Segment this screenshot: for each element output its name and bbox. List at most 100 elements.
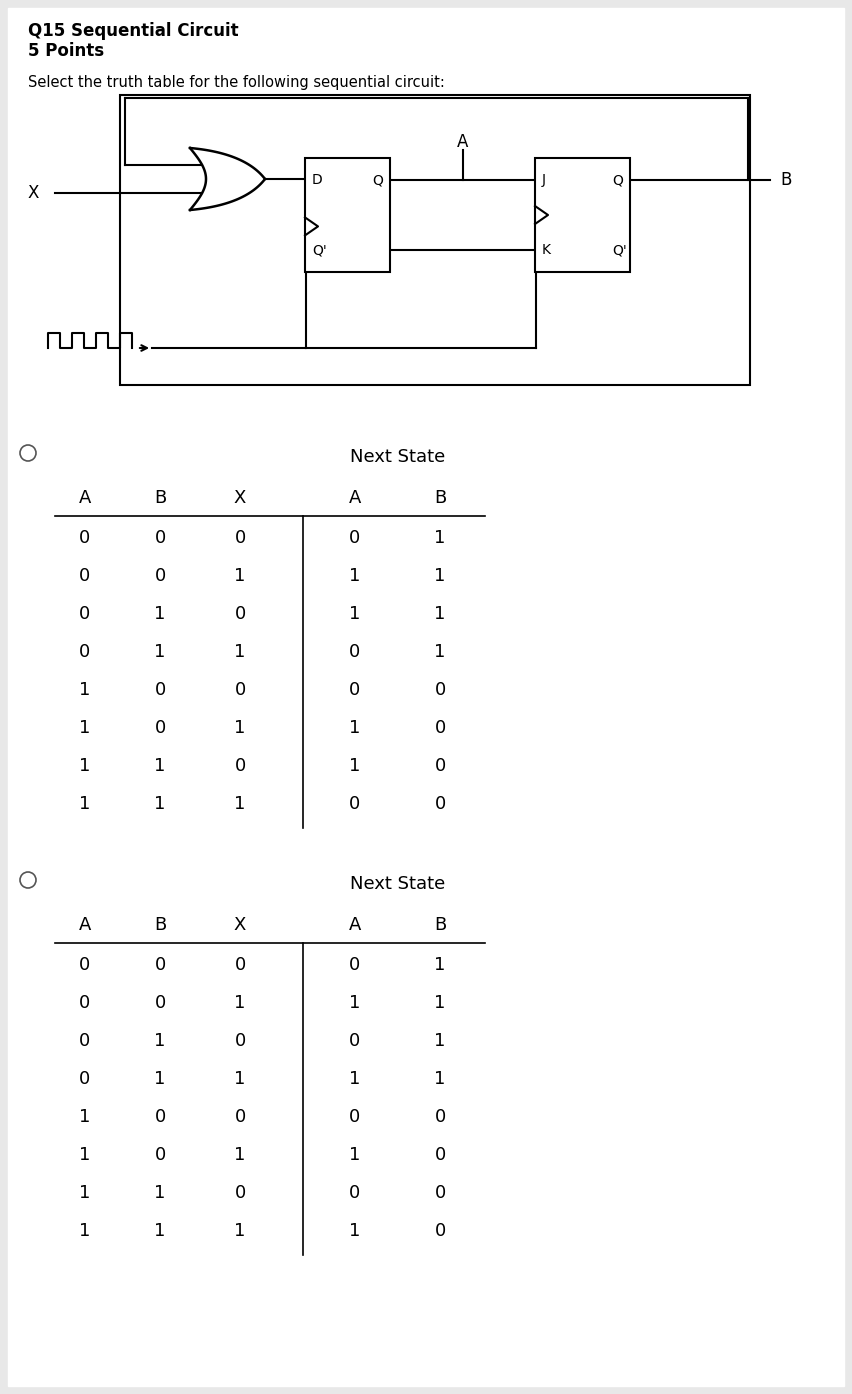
Text: Q: Q (372, 173, 383, 187)
Text: 0: 0 (234, 605, 245, 623)
Text: 1: 1 (349, 757, 360, 775)
Text: 1: 1 (154, 757, 165, 775)
Text: 0: 0 (154, 994, 165, 1012)
Text: 1: 1 (154, 1032, 165, 1050)
Text: A: A (79, 916, 91, 934)
Text: 1: 1 (79, 1223, 90, 1241)
Text: 1: 1 (154, 605, 165, 623)
Text: 0: 0 (79, 1032, 90, 1050)
Text: B: B (434, 916, 446, 934)
Text: 1: 1 (234, 1071, 245, 1087)
Text: 0: 0 (435, 795, 446, 813)
Text: 1: 1 (234, 719, 245, 737)
Text: 1: 1 (234, 1223, 245, 1241)
Text: 1: 1 (349, 1223, 360, 1241)
Text: D: D (312, 173, 323, 187)
Text: 1: 1 (349, 994, 360, 1012)
Text: 0: 0 (234, 956, 245, 974)
Text: 0: 0 (79, 1071, 90, 1087)
Text: 1: 1 (435, 605, 446, 623)
Text: X: X (233, 489, 246, 507)
Text: 1: 1 (234, 994, 245, 1012)
Text: 0: 0 (154, 567, 165, 585)
Text: 1: 1 (234, 795, 245, 813)
Text: 1: 1 (154, 795, 165, 813)
Text: 1: 1 (154, 1223, 165, 1241)
Text: 0: 0 (435, 1108, 446, 1126)
Text: J: J (542, 173, 546, 187)
Text: Next State: Next State (350, 875, 445, 894)
Text: 0: 0 (435, 719, 446, 737)
Text: 1: 1 (79, 719, 90, 737)
Text: 1: 1 (349, 719, 360, 737)
Text: A: A (79, 489, 91, 507)
Text: 0: 0 (349, 643, 360, 661)
Text: 1: 1 (435, 528, 446, 546)
Text: 1: 1 (349, 1071, 360, 1087)
Text: 0: 0 (234, 1032, 245, 1050)
Text: 1: 1 (435, 1071, 446, 1087)
Text: 0: 0 (349, 528, 360, 546)
Text: 0: 0 (234, 682, 245, 698)
Text: 0: 0 (349, 1184, 360, 1202)
Text: 1: 1 (234, 643, 245, 661)
Text: A: A (457, 132, 469, 151)
Text: 0: 0 (234, 757, 245, 775)
Text: 1: 1 (79, 1184, 90, 1202)
Text: 0: 0 (435, 757, 446, 775)
Text: 0: 0 (79, 994, 90, 1012)
Text: 0: 0 (79, 605, 90, 623)
Text: B: B (154, 916, 166, 934)
Text: 1: 1 (349, 1146, 360, 1164)
Text: B: B (780, 171, 792, 190)
Text: 1: 1 (435, 1032, 446, 1050)
Text: 1: 1 (154, 643, 165, 661)
Text: Q: Q (612, 173, 623, 187)
Text: A: A (348, 489, 361, 507)
Text: 0: 0 (349, 1032, 360, 1050)
Text: 0: 0 (349, 956, 360, 974)
Text: 1: 1 (435, 956, 446, 974)
Text: 1: 1 (79, 1108, 90, 1126)
Text: K: K (542, 243, 551, 256)
Text: A: A (348, 916, 361, 934)
Text: Q': Q' (612, 243, 627, 256)
Text: B: B (154, 489, 166, 507)
Text: 0: 0 (154, 956, 165, 974)
Text: 1: 1 (234, 567, 245, 585)
Text: 0: 0 (154, 1108, 165, 1126)
Text: 1: 1 (79, 757, 90, 775)
Text: Next State: Next State (350, 447, 445, 466)
Text: 1: 1 (79, 682, 90, 698)
Text: 0: 0 (349, 682, 360, 698)
Text: 5 Points: 5 Points (28, 42, 104, 60)
Text: 0: 0 (349, 795, 360, 813)
Text: 1: 1 (79, 795, 90, 813)
Text: Q15 Sequential Circuit: Q15 Sequential Circuit (28, 22, 239, 40)
Text: 0: 0 (435, 1223, 446, 1241)
Text: Select the truth table for the following sequential circuit:: Select the truth table for the following… (28, 75, 445, 91)
Text: 0: 0 (234, 1108, 245, 1126)
Text: 1: 1 (435, 643, 446, 661)
Text: 0: 0 (234, 1184, 245, 1202)
Text: 0: 0 (154, 528, 165, 546)
Text: 0: 0 (435, 1146, 446, 1164)
Text: 0: 0 (79, 643, 90, 661)
Text: 0: 0 (234, 528, 245, 546)
Text: 0: 0 (435, 682, 446, 698)
Text: B: B (434, 489, 446, 507)
Text: 0: 0 (154, 719, 165, 737)
Text: 1: 1 (435, 994, 446, 1012)
Text: 0: 0 (349, 1108, 360, 1126)
Text: 1: 1 (234, 1146, 245, 1164)
Bar (305, 158, 390, 272)
Text: 1: 1 (79, 1146, 90, 1164)
Text: Q': Q' (312, 243, 327, 256)
Text: 0: 0 (79, 567, 90, 585)
Text: 0: 0 (154, 682, 165, 698)
Text: X: X (28, 184, 39, 202)
Text: 0: 0 (154, 1146, 165, 1164)
Text: 0: 0 (79, 956, 90, 974)
Text: X: X (233, 916, 246, 934)
Bar (120, 95, 750, 385)
